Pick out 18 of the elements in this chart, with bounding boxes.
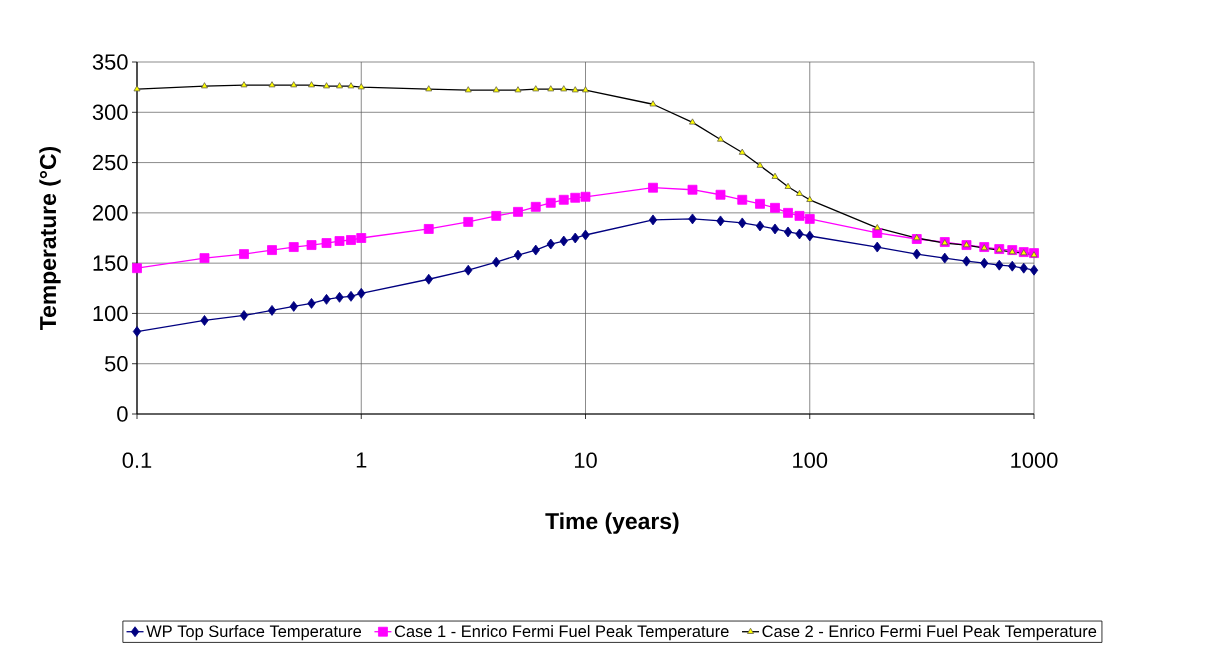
legend-label: Case 1 - Enrico Fermi Fuel Peak Temperature (394, 625, 729, 641)
y-axis-title: Temperature (°C) (39, 146, 61, 330)
x-tick-label: 100 (793, 452, 828, 469)
legend-label: Case 2 - Enrico Fermi Fuel Peak Temperature (762, 625, 1097, 641)
legend-label: WP Top Surface Temperature (146, 625, 362, 641)
x-tick-label: 1000 (1011, 452, 1058, 469)
x-tick-label: 0.1 (122, 452, 152, 469)
y-tick-label: 300 (92, 104, 128, 121)
y-tick-label: 250 (93, 154, 128, 171)
x-tick-label: 10 (574, 452, 597, 469)
y-tick-label: 0 (117, 406, 128, 422)
y-tick-label: 50 (104, 355, 128, 372)
x-axis-title: Time (years) (545, 512, 679, 534)
y-tick-label: 350 (92, 54, 128, 70)
y-tick-label: 200 (93, 205, 128, 221)
y-tick-label: 150 (93, 255, 128, 271)
x-tick-label: 1 (356, 452, 367, 468)
y-tick-label: 100 (93, 305, 128, 322)
